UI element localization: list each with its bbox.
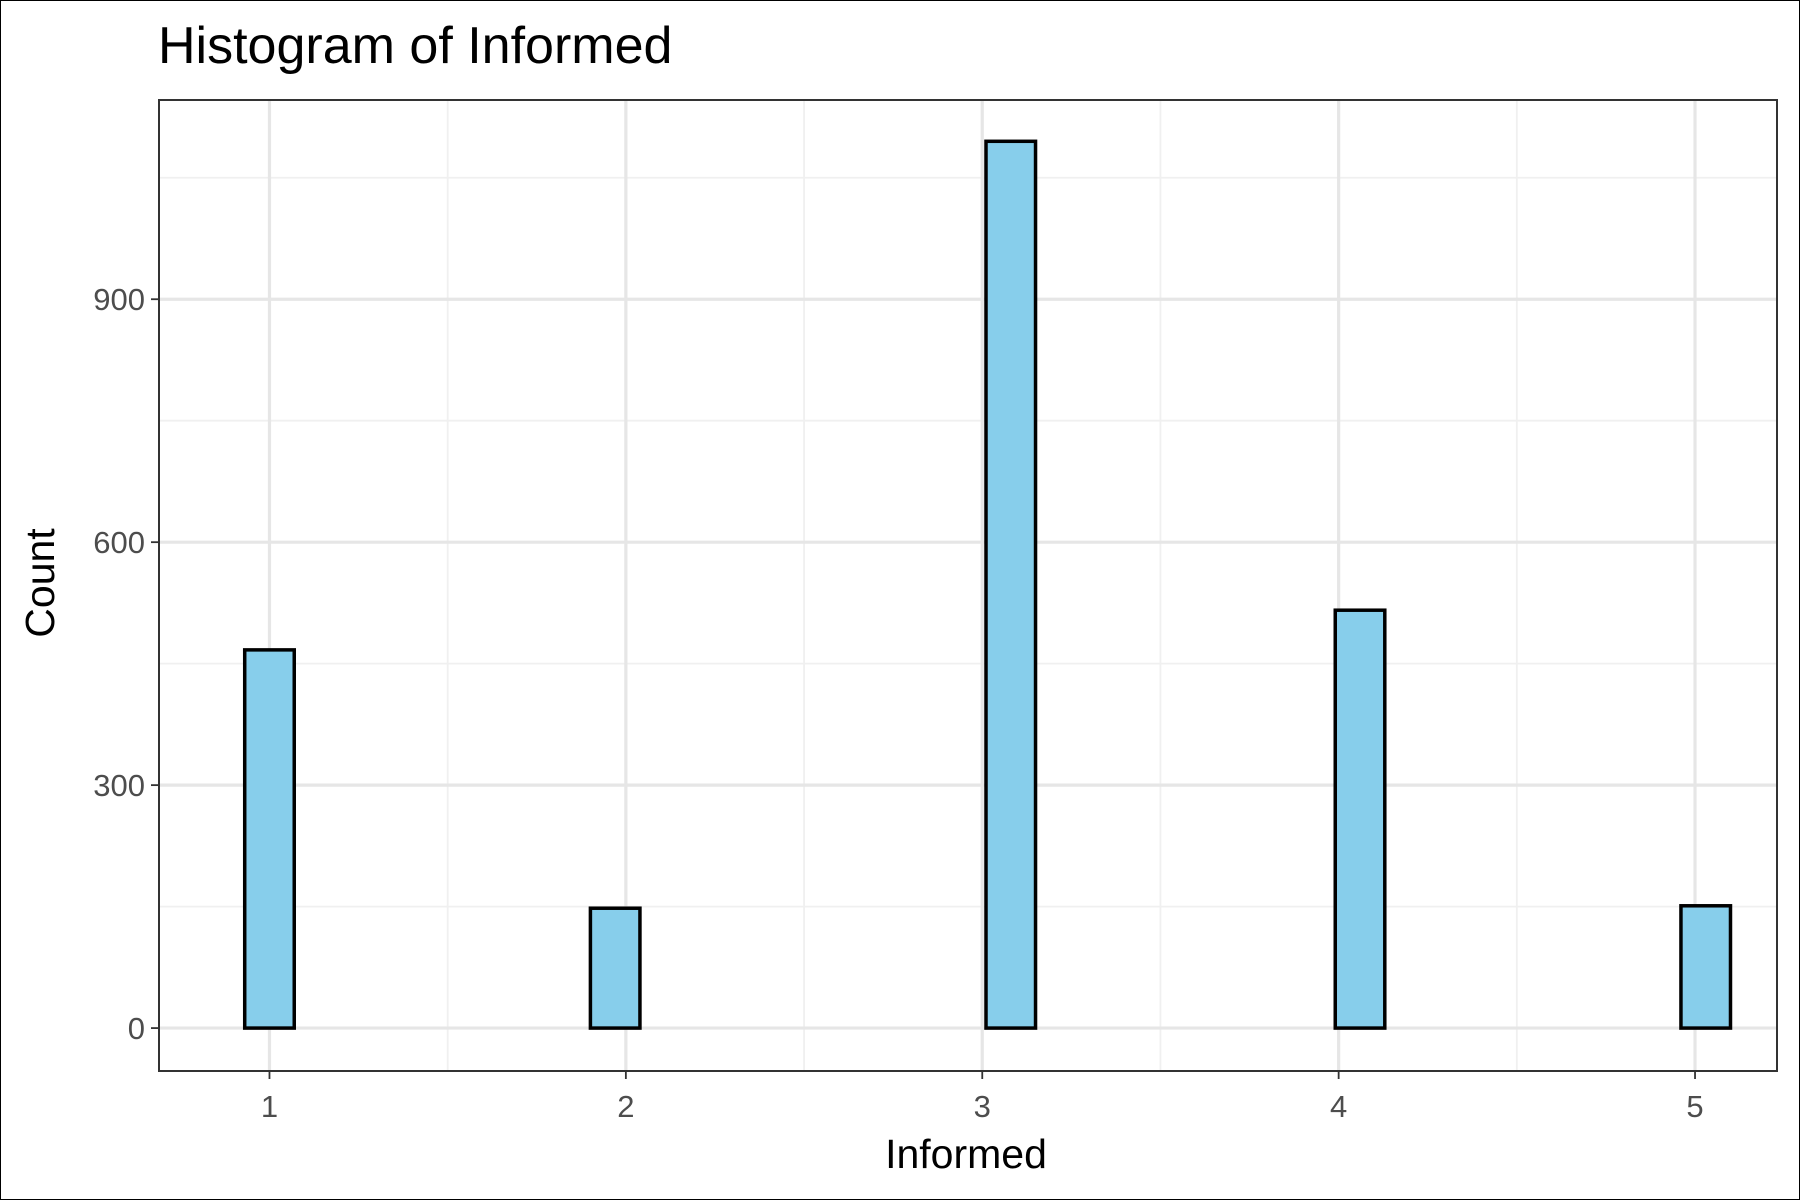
- grid-lines: [159, 100, 1777, 1071]
- x-tick-label: 5: [1686, 1089, 1703, 1124]
- y-tick-label: 600: [93, 525, 145, 560]
- x-tick-label: 4: [1330, 1089, 1347, 1124]
- histogram-bar: [1679, 904, 1733, 1030]
- histogram-bar: [588, 906, 642, 1030]
- x-tick-label: 3: [974, 1089, 991, 1124]
- histogram-bar: [242, 648, 296, 1030]
- plot-panel-border: [158, 99, 1778, 1072]
- x-tick-label: 1: [261, 1089, 278, 1124]
- y-tick-label: 0: [128, 1011, 145, 1046]
- y-tick-label: 900: [93, 282, 145, 317]
- histogram-bar: [1333, 608, 1387, 1030]
- x-tick-label: 2: [617, 1089, 634, 1124]
- x-axis-title: Informed: [885, 1131, 1047, 1177]
- y-tick-label: 300: [93, 768, 145, 803]
- bars-group: [242, 139, 1733, 1030]
- histogram-bar: [984, 139, 1038, 1030]
- y-axis-title: Count: [17, 528, 63, 638]
- panel-border: [158, 99, 1778, 1072]
- chart-title: Histogram of Informed: [158, 17, 672, 75]
- axis-ticks: 1 2 3 4 5 0 300 600 900: [93, 282, 1703, 1124]
